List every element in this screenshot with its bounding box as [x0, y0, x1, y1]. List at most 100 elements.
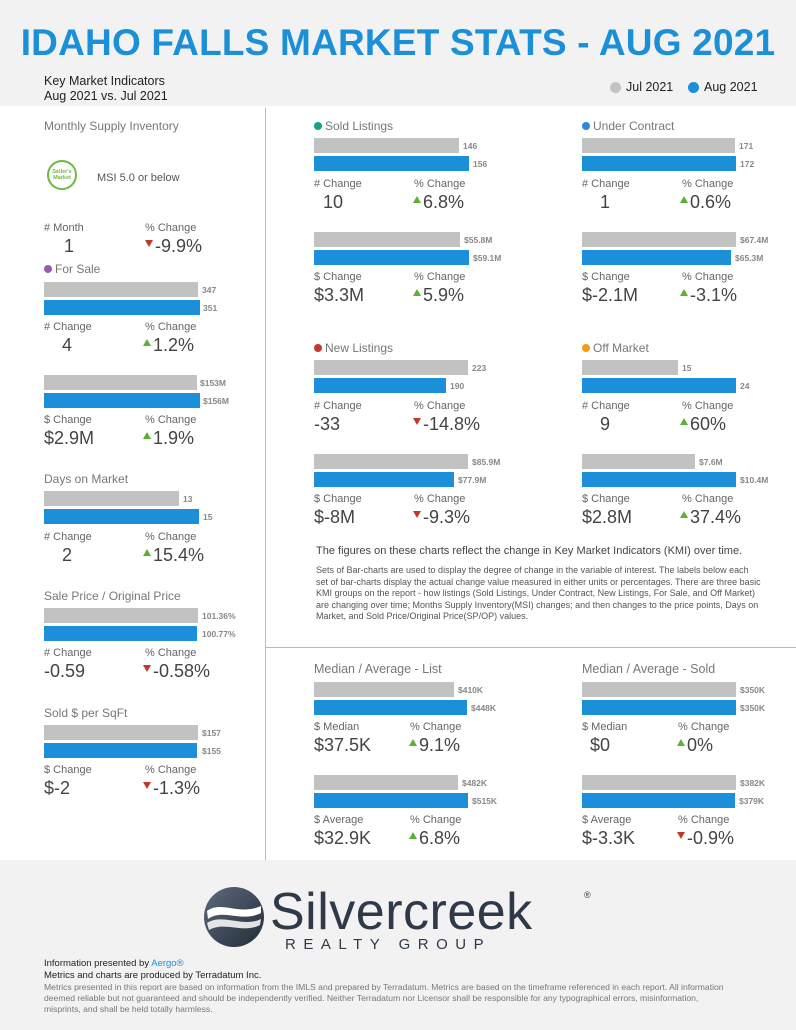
- off-market-title-text: Off Market: [593, 341, 649, 355]
- om-count-jul-bar: [582, 360, 678, 375]
- for-sale-dollar-num-value: $2.9M: [44, 428, 95, 448]
- sold-count-num-label: # Change: [314, 178, 362, 190]
- nl-count-pct-value: -14.8%: [423, 414, 481, 434]
- up-arrow-icon: [680, 418, 688, 425]
- logo-wordmark: Silvercreek: [270, 883, 533, 941]
- sp-average-jul-bar: [582, 775, 736, 790]
- nl-count-num-value: -33: [314, 414, 341, 434]
- for-sale-count-pct-value: 1.2%: [153, 335, 195, 355]
- nl-dollar-jul-bar: [314, 454, 468, 469]
- sold-count-jul-label: 146: [463, 141, 478, 151]
- lp-median-jul-label: $410K: [458, 685, 484, 695]
- legend-aug-label: Aug 2021: [704, 80, 758, 94]
- up-arrow-icon: [143, 432, 151, 439]
- nl-dollar-aug-bar: [314, 472, 454, 487]
- for-sale-count-pct-change: 1.2%: [143, 335, 194, 356]
- lp-median-aug-bar: [314, 700, 467, 715]
- nl-count-aug-bar: [314, 378, 446, 393]
- sold-dollar-pct-value: 5.9%: [423, 285, 465, 305]
- down-arrow-icon: [413, 418, 421, 425]
- for-sale-title: For Sale: [44, 262, 100, 276]
- sold-title: Sold Listings: [314, 119, 393, 133]
- lp-median-num-value: $37.5K: [314, 735, 372, 755]
- spop-jul-label: 101.36%: [202, 611, 236, 621]
- under-contract-title-text: Under Contract: [593, 119, 675, 133]
- sold-dollar-num-label: $ Change: [314, 271, 362, 283]
- uc-count-pct-label: % Change: [682, 178, 734, 190]
- uc-count-num-label: # Change: [582, 178, 630, 190]
- nl-count-num-label: # Change: [314, 400, 362, 412]
- om-dollar-jul-bar: [582, 454, 695, 469]
- dom-pct-label: % Change: [145, 531, 197, 543]
- for-sale-dot-icon: [44, 265, 52, 273]
- lp-average-jul-bar: [314, 775, 458, 790]
- lp-average-aug-bar: [314, 793, 468, 808]
- lp-average-pct-change: 6.8%: [409, 828, 460, 849]
- off-market-title: Off Market: [582, 341, 649, 355]
- for-sale-dollar-pct-label: % Change: [145, 414, 197, 426]
- lp-average-jul-label: $482K: [462, 778, 488, 788]
- under-contract-title: Under Contract: [582, 119, 674, 133]
- om-dollar-num-value: $2.8M: [582, 507, 633, 527]
- msi-pct-value: -9.9%: [155, 236, 203, 256]
- uc-dollar-aug-label: $65.3M: [735, 253, 764, 263]
- dom-jul-label: 13: [183, 494, 193, 504]
- lp-median-aug-label: $448K: [471, 703, 497, 713]
- sold-count-aug-bar: [314, 156, 469, 171]
- sqft-num-value: $-2: [44, 778, 71, 798]
- footer-presented: Information presented by Aergo®: [44, 958, 184, 969]
- nl-dollar-num-label: $ Change: [314, 493, 362, 505]
- up-arrow-icon: [409, 739, 417, 746]
- up-arrow-icon: [680, 511, 688, 518]
- dom-num-label: # Change: [44, 531, 92, 543]
- uc-dollar-pct-label: % Change: [682, 271, 734, 283]
- sp-average-jul-label: $382K: [740, 778, 766, 788]
- sp-median-pct-value: 0%: [687, 735, 714, 755]
- dom-pct-value: 15.4%: [153, 545, 205, 565]
- logo-subtitle: REALTY GROUP: [285, 936, 492, 953]
- for-sale-count-pct-label: % Change: [145, 321, 197, 333]
- down-arrow-icon: [143, 782, 151, 789]
- uc-dollar-num-value: $-2.1M: [582, 285, 639, 305]
- sold-dollar-aug-bar: [314, 250, 469, 265]
- for-sale-count-num-label: # Change: [44, 321, 92, 333]
- sold-dollar-jul-label: $55.8M: [464, 235, 493, 245]
- msi-badge-text: MSI 5.0 or below: [97, 172, 180, 184]
- explain-body: Sets of Bar-charts are used to display t…: [316, 565, 761, 621]
- lp-median-pct-change: 9.1%: [409, 735, 460, 756]
- om-count-aug-label: 24: [740, 381, 750, 391]
- sold-count-pct-value: 6.8%: [423, 192, 465, 212]
- spop-aug-bar: [44, 626, 197, 641]
- uc-count-aug-bar: [582, 156, 736, 171]
- for-sale-dollar-num-label: $ Change: [44, 414, 92, 426]
- subtitle-line2: Aug 2021 vs. Jul 2021: [44, 89, 168, 103]
- up-arrow-icon: [413, 196, 421, 203]
- subtitle-line1: Key Market Indicators: [44, 74, 165, 88]
- divider-vertical: [265, 108, 266, 860]
- up-arrow-icon: [143, 339, 151, 346]
- uc-dollar-pct-value: -3.1%: [690, 285, 738, 305]
- sp-average-aug-label: $379K: [739, 796, 765, 806]
- new-listings-title: New Listings: [314, 341, 393, 355]
- under-contract-dot-icon: [582, 122, 590, 130]
- sold-count-num-value: 10: [323, 192, 344, 212]
- for-sale-count-num-value: 4: [62, 335, 73, 355]
- sp-average-num-label: $ Average: [582, 814, 632, 826]
- aergo-link[interactable]: Aergo®: [151, 958, 184, 969]
- om-count-jul-label: 15: [682, 363, 692, 373]
- for-sale-count-jul-bar: [44, 282, 198, 297]
- spop-jul-bar: [44, 608, 198, 623]
- nl-count-jul-bar: [314, 360, 468, 375]
- down-arrow-icon: [143, 665, 151, 672]
- dom-title: Days on Market: [44, 472, 129, 486]
- sold-dot-icon: [314, 122, 322, 130]
- page-title: IDAHO FALLS MARKET STATS - AUG 2021: [20, 22, 776, 63]
- sp-median-jul-label: $350K: [740, 685, 766, 695]
- footer-line2: Metrics and charts are produced by Terra…: [44, 970, 262, 981]
- sellers-market-badge: Seller's Market: [47, 160, 77, 190]
- dom-aug-bar: [44, 509, 199, 524]
- sp-median-pct-label: % Change: [678, 721, 730, 733]
- sqft-aug-bar: [44, 743, 197, 758]
- dom-jul-bar: [44, 491, 179, 506]
- off-market-dot-icon: [582, 344, 590, 352]
